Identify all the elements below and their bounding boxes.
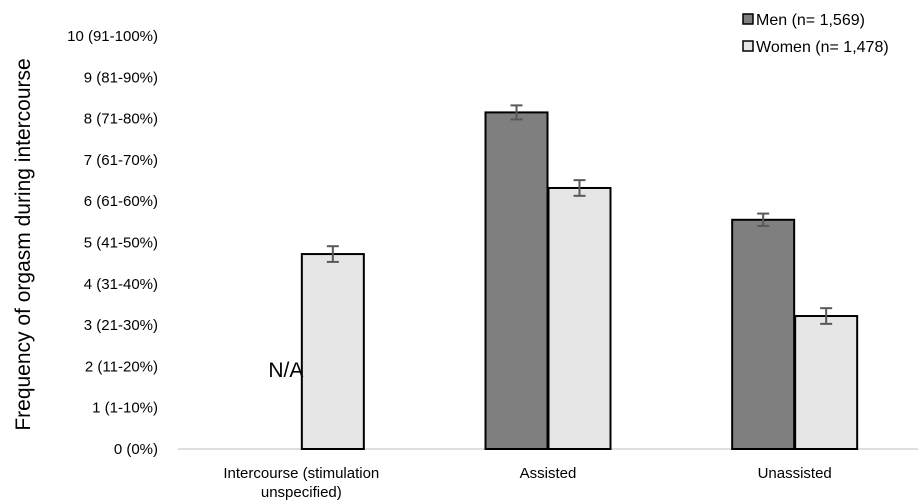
y-tick-label: 1 (1-10%) — [92, 400, 158, 417]
bar-men — [484, 111, 549, 450]
legend-label: Men (n= 1,569) — [756, 12, 865, 29]
bar-men — [731, 218, 796, 450]
y-tick-label: 4 (31-40%) — [84, 276, 158, 293]
y-tick-label: 7 (61-70%) — [84, 152, 158, 169]
y-tick-label: 3 (21-30%) — [84, 317, 158, 334]
y-axis-ticks: 0 (0%) 1 (1-10%) 2 (11-20%) 3 (21-30%) 4 (31… — [67, 28, 158, 458]
y-tick-label: 2 (11-20%) — [85, 358, 158, 375]
legend-label: Women (n= 1,478) — [756, 39, 889, 56]
legend-swatch — [742, 40, 754, 52]
bar-women — [794, 315, 859, 450]
y-tick-label: 10 (91-100%) — [67, 28, 158, 45]
y-tick-label: 6 (61-60%) — [84, 193, 158, 210]
x-category-label: Unassisted — [758, 465, 832, 482]
na-annotation: N/A — [268, 359, 303, 382]
bar-women — [300, 253, 365, 450]
legend: Men (n= 1,569) Women (n= 1,478) — [742, 12, 889, 56]
x-category-label: Intercourse (stimulation — [223, 465, 379, 482]
x-axis-labels: Intercourse (stimulation unspecified) Assi… — [223, 465, 831, 501]
y-tick-label: 5 (41-50%) — [84, 235, 158, 252]
y-tick-label: 0 (0%) — [114, 441, 158, 458]
legend-swatch — [742, 13, 754, 25]
x-category-label: unspecified) — [261, 484, 342, 501]
annotations: N/A — [268, 359, 303, 382]
bar-women — [547, 186, 612, 450]
y-tick-label: 8 (71-80%) — [84, 111, 158, 128]
y-axis-title: Frequency of orgasm during intercourse — [12, 58, 35, 430]
y-tick-label: 9 (81-90%) — [84, 69, 158, 86]
x-category-label: Assisted — [520, 465, 577, 482]
bars — [300, 104, 859, 450]
